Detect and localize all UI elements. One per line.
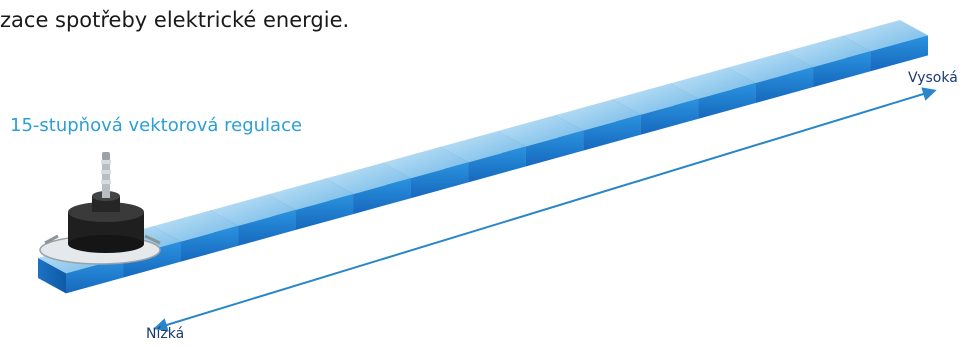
step-tread [842,20,928,52]
step-tread [785,35,871,68]
motor-icon [39,152,161,265]
step-tread [727,51,814,83]
step-riser [66,257,124,294]
scale-arrow [153,87,937,332]
step-riser [813,51,871,88]
step-side [38,258,66,294]
high-label: Vysoká [908,70,958,86]
low-label: Nízká [146,326,185,342]
staircase [38,20,928,294]
diagram-title: 15-stupňová vektorová regulace [10,115,303,136]
step-riser [870,35,928,72]
header-text: zace spotřeby elektrické energie. [0,8,350,32]
